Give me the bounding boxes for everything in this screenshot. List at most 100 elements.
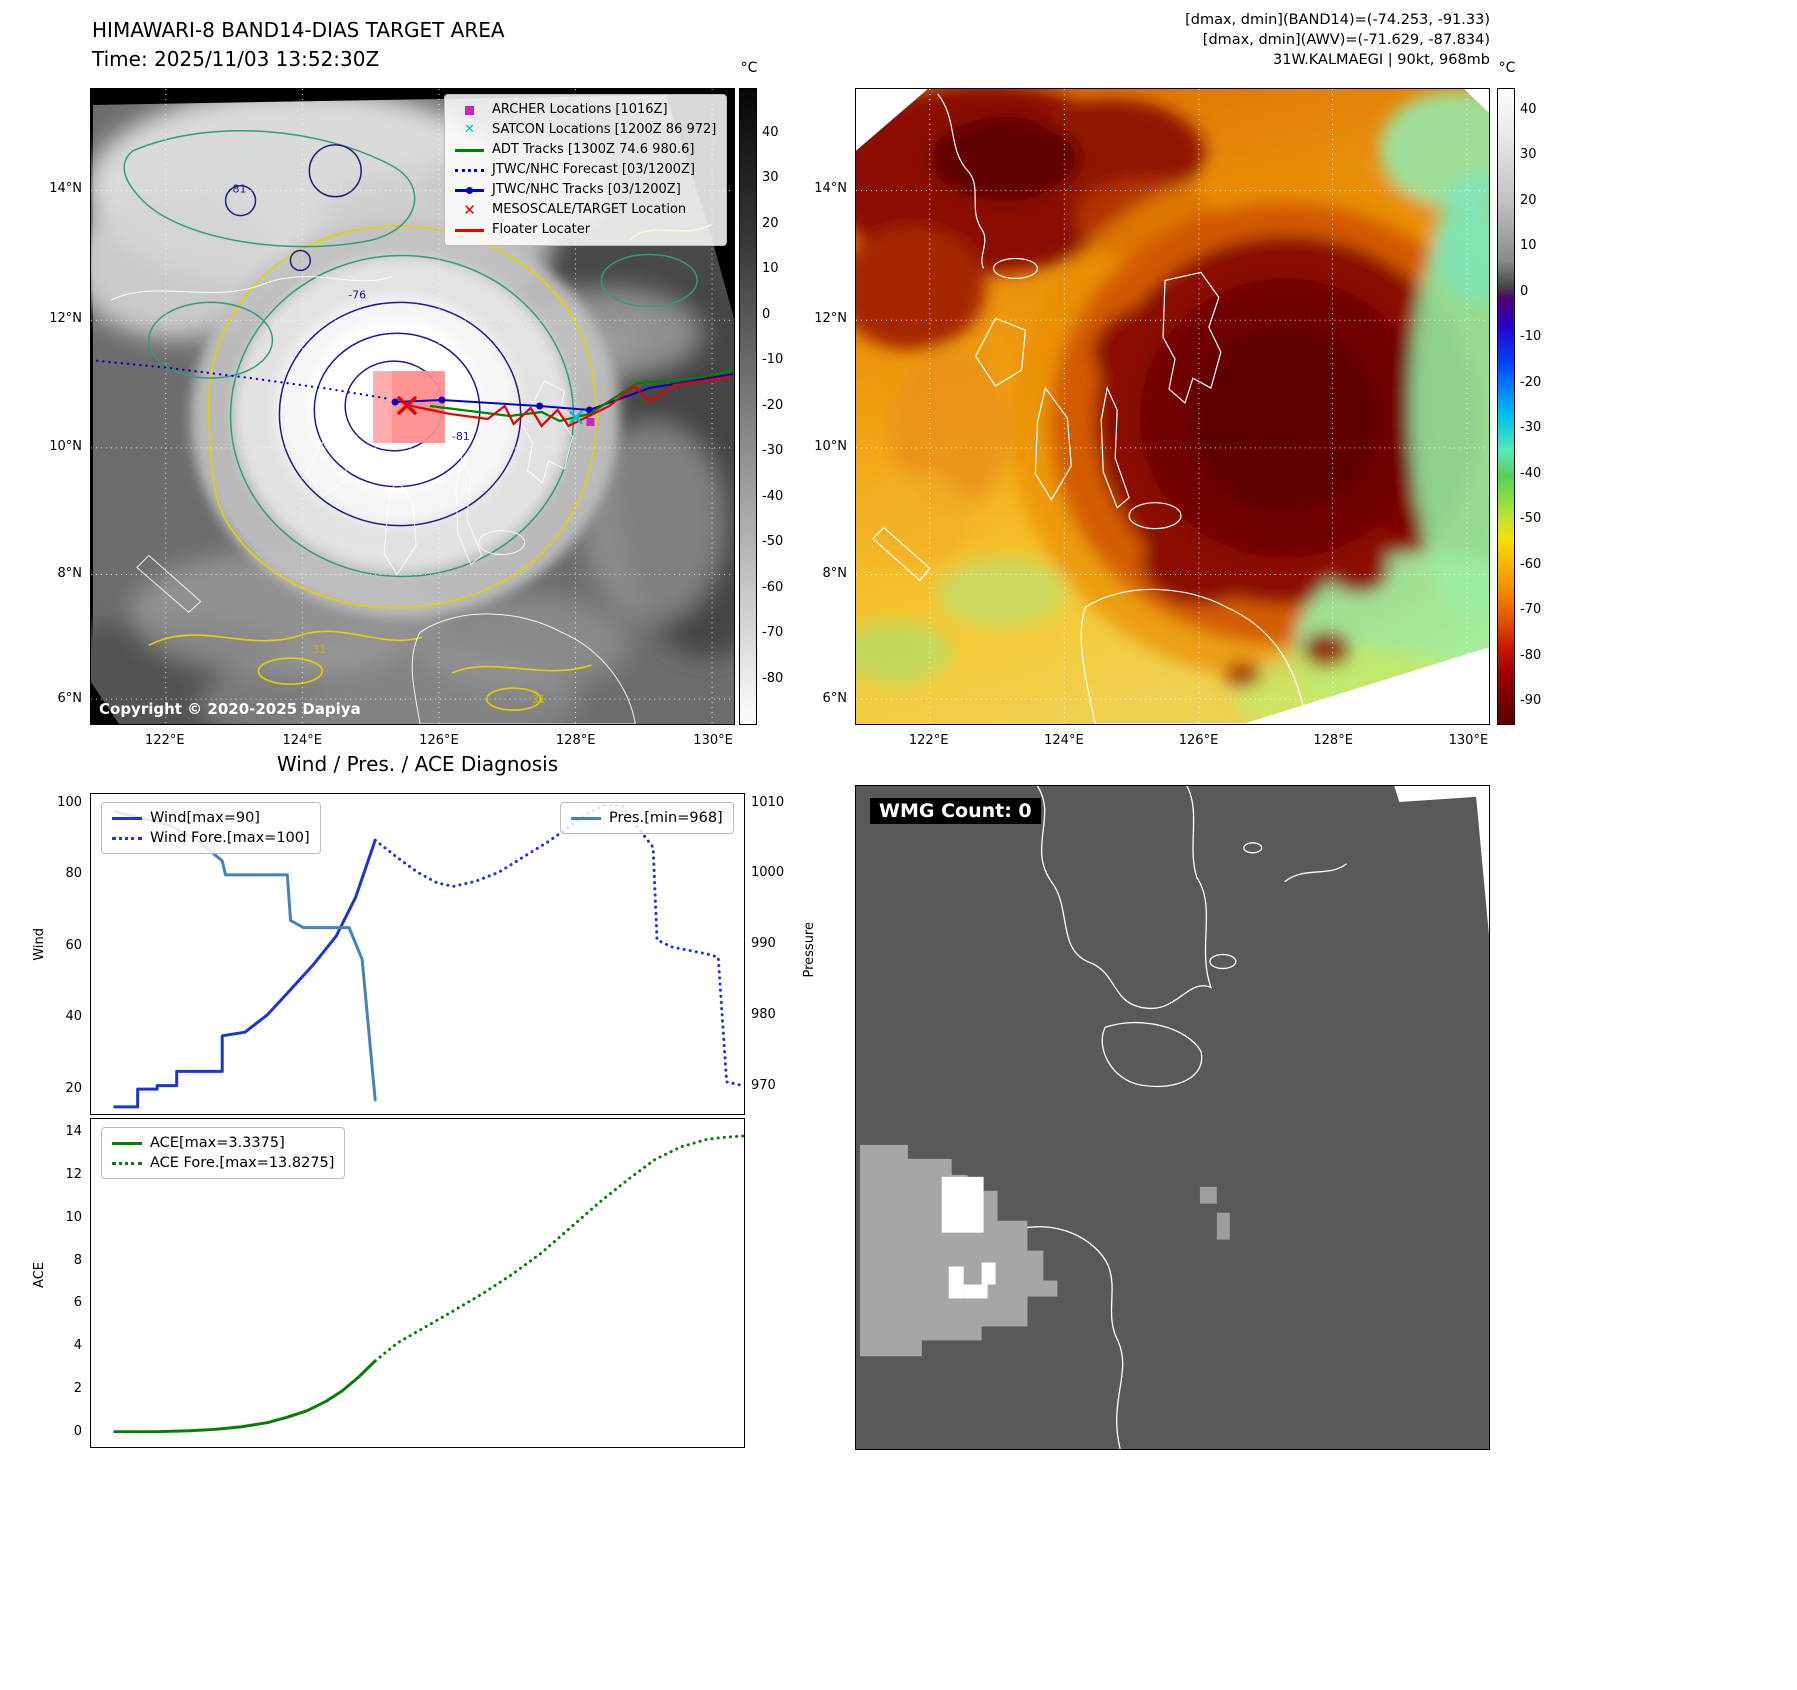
awv-colorbar-tick: 20 [1520,192,1537,208]
legend-label: ACE Fore.[max=13.8275] [150,1155,335,1171]
awv-colorbar-tick: -40 [1520,465,1542,481]
contour-label-81: -81 [452,430,470,443]
legend-label: ARCHER Locations [1016Z] [492,102,668,117]
band14-legend-entry: JTWC/NHC Tracks [03/1200Z] [455,180,716,200]
contour-label-76: -76 [348,288,366,301]
ace-left-tick: 6 [73,1295,82,1311]
legend-label: ADT Tracks [1300Z 74.6 980.6] [492,142,695,157]
awv-x-tick-label: 122°E [908,733,949,748]
band14-legend-entry: ARCHER Locations [1016Z] [455,100,716,120]
wind-pres-right-tick: 980 [751,1006,776,1022]
wind-pres-left-legend-entry: Wind Fore.[max=100] [112,828,310,848]
legend-label: Wind[max=90] [150,810,260,826]
band14-y-tick-label: 10°N [49,438,82,454]
line-sample-icon [112,816,142,820]
band14-colorbar-tick: -30 [762,443,784,458]
band14-x-tick-label: 126°E [419,733,459,748]
jtwc-track [395,373,734,412]
dmax-dmin-awv: [dmax, dmin](AWV)=(-71.629, -87.834) [1202,32,1490,48]
band14-legend-entry: ADT Tracks [1300Z 74.6 980.6] [455,140,716,160]
band14-legend-entry: JTWC/NHC Forecast [03/1200Z] [455,160,716,180]
band14-title-block: HIMAWARI-8 BAND14-DIAS TARGET AREA Time:… [92,16,505,74]
dotted-sample-icon [455,168,484,172]
awv-colorbar-tick: 10 [1520,238,1537,254]
series-ACE[max=3.3375] [113,1359,377,1434]
awv-colorbar-tick: -30 [1520,420,1542,436]
storm-tracks [91,359,734,428]
band14-colorbar-tick: -10 [762,352,784,367]
band14-y-tick-label: 12°N [49,310,82,326]
legend-label: JTWC/NHC Tracks [03/1200Z] [492,182,681,197]
line-sample-icon [571,816,601,820]
awv-map-panel [855,88,1490,725]
wmg-map-panel: WMG Count: 0 [855,785,1490,1450]
ace-left-legend-entry: ACE Fore.[max=13.8275] [112,1153,334,1173]
ace-left-tick: 14 [65,1124,82,1139]
legend-label: Wind Fore.[max=100] [150,830,310,846]
awv-grid [856,89,1489,724]
awv-colorbar-tick: -60 [1520,556,1542,572]
band14-legend-entry: Floater Locater [455,220,716,240]
line-sample-icon [455,148,484,152]
band14-colorbar-tick: -60 [762,579,784,595]
awv-colorbar-tick: -90 [1520,693,1542,709]
band14-x-tick-label: 128°E [555,733,596,748]
line-dot-icon [466,186,473,194]
wmg-mask-cluster [859,1144,1230,1357]
ace-left-legend: ACE[max=3.3375] ACE Fore.[max=13.8275] [101,1127,346,1179]
legend-label: MESOSCALE/TARGET Location [492,202,687,217]
band14-x-tick-label: 122°E [145,733,185,748]
band14-colorbar-tick: 40 [762,124,779,140]
line-sample-icon [455,228,484,232]
awv-colorbar-tick: 0 [1520,283,1529,299]
line-sample-icon [112,1141,142,1145]
wmg-count-label: WMG Count: 0 [870,798,1041,824]
band14-colorbar-tick: 0 [762,306,771,322]
awv-coastlines [872,93,1308,724]
jtwc-track-points [391,396,593,414]
diagnosis-title: Wind / Pres. / ACE Diagnosis [276,752,559,776]
band14-colorbar-tick: -40 [762,488,784,504]
square-sample-icon [465,105,474,115]
ace-left-tick: 4 [73,1338,82,1354]
archer-marker [586,417,595,426]
band14-colorbar [739,88,757,725]
dotted-sample-icon [112,836,142,840]
ace-left-legend-entry: ACE[max=3.3375] [112,1133,334,1153]
wind-pres-right-tick: 970 [751,1077,776,1093]
awv-colorbar [1497,88,1515,725]
wmg-swath-edges [1394,786,1489,936]
wmg-background [856,786,1489,1449]
band14-title: HIMAWARI-8 BAND14-DIAS TARGET AREA [92,18,505,42]
legend-label: ACE[max=3.3375] [150,1135,285,1151]
wind-pres-right-legend-entry: Pres.[min=968] [571,808,723,828]
wmg-coastlines [1007,786,1347,1449]
awv-colorbar-unit: °C [1498,60,1516,76]
wind-pres-right-tick: 1010 [751,794,785,810]
band14-colorbar-tick: 10 [762,261,779,276]
ace-left-tick: 12 [65,1166,82,1182]
wind-pres-right-tick: 990 [751,936,776,952]
wind-pres-left-tick: 20 [65,1080,82,1096]
wind-pres-left-legend: Wind[max=90] Wind Fore.[max=100] [101,802,321,854]
legend-label: JTWC/NHC Forecast [03/1200Z] [492,162,695,177]
series-Wind[max=90] [113,838,377,1109]
awv-colorbar-tick: -20 [1520,374,1542,390]
ace-left-tick: 0 [73,1424,82,1439]
wind-pres-left-tick: 80 [65,866,82,882]
awv-y-tick-label: 14°N [814,180,847,196]
awv-x-tick-label: 130°E [1448,733,1489,748]
target-x-marker [397,396,417,415]
band14-colorbar-tick: -70 [762,625,784,640]
band14-x-tick-label: 130°E [693,733,733,748]
pressure-axis-label: Pressure [802,922,817,978]
contour-label-31b: 31 [532,693,546,706]
jtwc-forecast-track [91,359,392,401]
wind-pres-left-legend-entry: Wind[max=90] [112,808,310,828]
legend-label: Floater Locater [492,222,591,237]
awv-y-tick-label: 6°N [822,690,848,706]
awv-colorbar-tick: 40 [1520,101,1537,117]
band14-y-tick-label: 8°N [57,565,83,581]
ace-plot [113,1134,744,1434]
band14-time: Time: 2025/11/03 13:52:30Z [92,47,380,71]
